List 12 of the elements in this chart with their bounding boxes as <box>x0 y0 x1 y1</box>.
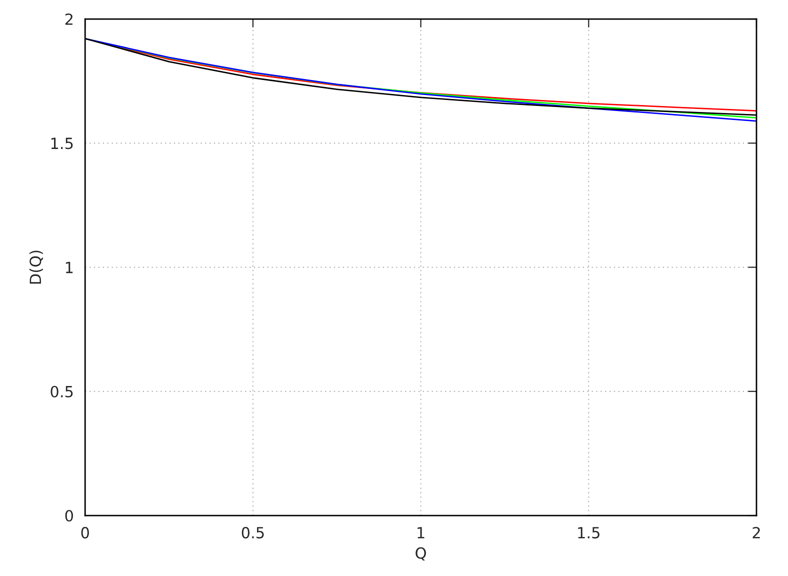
x-tick-label: 2 <box>752 526 760 538</box>
x-tick-label: 1.5 <box>578 527 600 538</box>
y-tick-label: 1.5 <box>51 138 73 150</box>
x-tick-label: 1 <box>418 527 424 538</box>
x-tick-label: 0.5 <box>242 526 264 538</box>
y-axis-title: D(Q) <box>29 250 43 284</box>
y-tick-label: 0.5 <box>50 386 73 398</box>
x-axis-title: Q <box>416 547 426 561</box>
y-tick-label: 0 <box>65 510 73 522</box>
y-tick-label: 1 <box>66 262 73 274</box>
x-tick-label: 0 <box>81 526 89 538</box>
y-tick-label: 2 <box>65 13 72 25</box>
